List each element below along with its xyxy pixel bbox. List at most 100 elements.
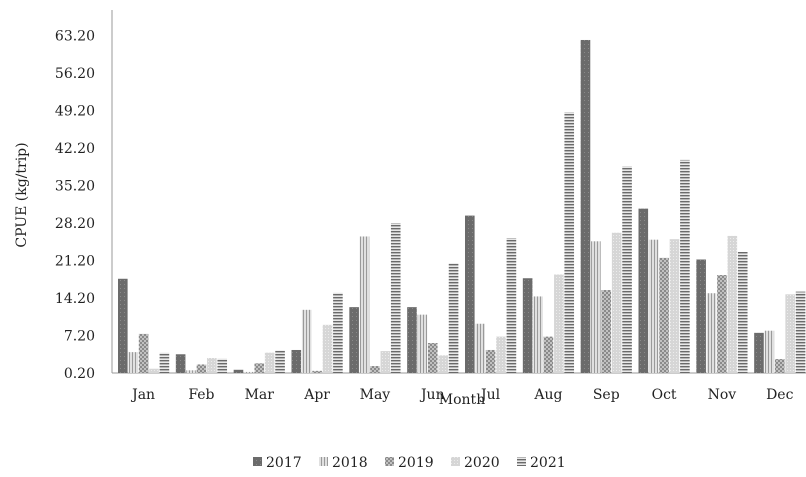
bar-2019-feb	[196, 364, 207, 373]
bar-series-group	[118, 39, 806, 374]
x-tick-labels: Jan Feb Mar Apr May Jun Jul Aug Sep Oct Nov Dec	[130, 387, 793, 403]
y-tick-label: 49.20	[55, 104, 95, 120]
bar-2018-mar	[244, 371, 254, 373]
bar-2019-jun	[427, 343, 438, 373]
legend-label-2018: 2018	[332, 455, 368, 471]
bar-2017-oct	[638, 208, 649, 373]
y-tick-label: 28.20	[55, 216, 95, 232]
bar-2019-jul	[485, 349, 496, 373]
bar-2021-nov	[737, 252, 748, 373]
legend-label-2020: 2020	[464, 455, 500, 471]
bar-2018-jun	[417, 314, 428, 373]
x-tick-label-may: May	[360, 387, 391, 403]
y-tick-label: 56.20	[55, 66, 95, 82]
bar-2018-jan	[128, 352, 138, 373]
bar-2020-dec	[785, 294, 795, 373]
bar-2021-may	[390, 223, 401, 373]
bar-2019-oct	[659, 257, 669, 373]
y-tick-label: 63.20	[55, 29, 95, 45]
bar-2018-feb	[186, 370, 196, 373]
bar-2017-apr	[291, 349, 302, 373]
legend-item-2017: 2017	[253, 455, 302, 471]
bar-2019-nov	[717, 275, 727, 373]
bar-2021-jul	[506, 238, 517, 373]
bar-2021-aug	[564, 112, 575, 374]
legend-item-2021: 2021	[517, 455, 566, 471]
bar-2020-jan	[149, 368, 159, 373]
bar-2020-oct	[669, 239, 680, 373]
bar-2018-oct	[648, 239, 659, 373]
legend-swatch-2018	[319, 457, 328, 466]
legend-swatch-2020	[451, 457, 460, 466]
y-tick-labels: 0.20 7.20 14.20 21.20 28.20 35.20 42.20 49.20 56…	[55, 29, 95, 382]
bar-2017-jun	[407, 307, 417, 373]
bar-2017-nov	[696, 259, 706, 373]
bar-2017-jul	[465, 215, 475, 373]
bar-2021-sep	[622, 166, 632, 373]
bar-2018-jul	[475, 323, 485, 373]
bar-2019-aug	[543, 336, 554, 373]
bar-2020-apr	[322, 324, 333, 373]
x-tick-label-mar: Mar	[245, 387, 275, 403]
bar-2018-nov	[706, 293, 717, 373]
bar-2020-may	[380, 351, 391, 373]
x-tick-label-jan: Jan	[130, 387, 155, 403]
legend: 2017 2018 2019 2020 2021	[253, 455, 566, 471]
y-tick-label: 35.20	[55, 179, 95, 195]
bar-2019-dec	[774, 359, 785, 373]
x-tick-label-nov: Nov	[708, 387, 737, 403]
bar-2017-feb	[175, 354, 186, 373]
bar-2021-mar	[275, 350, 285, 373]
bar-2021-jan	[159, 352, 170, 373]
x-axis-title: Month	[439, 392, 485, 408]
bar-2020-feb	[207, 358, 217, 373]
x-tick-label-apr: Apr	[303, 387, 330, 403]
bar-2021-jun	[448, 263, 459, 373]
bar-2018-sep	[591, 241, 601, 373]
legend-swatch-2017	[253, 457, 262, 466]
bar-2019-jan	[138, 333, 149, 373]
bar-2017-dec	[754, 332, 764, 373]
bar-2019-apr	[312, 370, 322, 373]
bar-2017-aug	[522, 278, 533, 373]
y-tick-label: 7.20	[64, 329, 95, 345]
x-tick-label-feb: Feb	[188, 387, 214, 403]
x-tick-label-sep: Sep	[593, 387, 620, 403]
bar-2018-aug	[533, 296, 543, 373]
x-tick-label-dec: Dec	[766, 387, 794, 403]
y-tick-label: 0.20	[64, 366, 95, 382]
bar-2017-mar	[233, 369, 244, 373]
x-tick-label-aug: Aug	[533, 387, 562, 403]
bar-2019-may	[370, 366, 380, 373]
bar-2019-mar	[254, 363, 265, 373]
y-tick-label: 14.20	[55, 291, 95, 307]
legend-label-2019: 2019	[398, 455, 434, 471]
legend-swatch-2021	[517, 457, 526, 466]
bar-2020-aug	[554, 274, 564, 373]
x-tick-label-oct: Oct	[652, 387, 677, 403]
bar-2021-feb	[217, 358, 228, 373]
bar-2020-jun	[438, 355, 448, 373]
bar-2017-sep	[580, 39, 591, 373]
legend-label-2021: 2021	[530, 455, 566, 471]
bar-2017-may	[349, 307, 359, 373]
x-tick-label-jul: Jul	[479, 387, 501, 403]
bar-2018-apr	[301, 309, 312, 373]
bar-2020-mar	[264, 352, 275, 373]
bar-2021-oct	[680, 159, 690, 373]
bar-2020-nov	[727, 235, 738, 373]
legend-swatch-2019	[385, 457, 394, 466]
y-axis-title: CPUE (kg/trip)	[14, 142, 30, 247]
bar-2017-jan	[118, 278, 128, 373]
legend-item-2018: 2018	[319, 455, 368, 471]
bar-2020-sep	[611, 232, 622, 373]
bar-2020-jul	[496, 336, 506, 373]
legend-item-2019: 2019	[385, 455, 434, 471]
bar-2018-dec	[764, 330, 775, 373]
bar-2021-apr	[333, 292, 343, 373]
y-tick-label: 42.20	[55, 141, 95, 157]
legend-item-2020: 2020	[451, 455, 500, 471]
legend-label-2017: 2017	[266, 455, 302, 471]
